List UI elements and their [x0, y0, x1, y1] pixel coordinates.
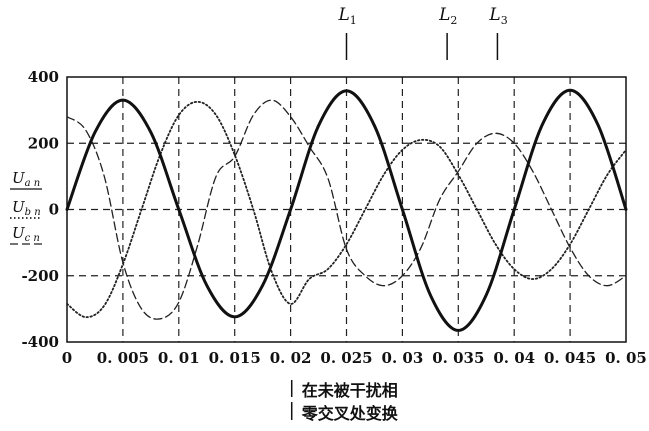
x-axis-ticks: 0 0. 005 0. 01 0. 015 0. 02 0. 025 0. 03 0. 035…	[62, 349, 647, 367]
marker-label: L1	[338, 5, 357, 27]
legend-label: Uc n	[12, 224, 40, 244]
x-tick-label: 0. 04	[493, 349, 535, 367]
x-tick-label: 0. 015	[209, 349, 261, 367]
series-line-u-an	[65, 88, 628, 332]
top-markers: L1 L2 L3	[338, 5, 508, 60]
x-tick-label: 0. 05	[605, 349, 647, 367]
x-tick-label: 0. 045	[544, 349, 596, 367]
legend-label: Ub n	[12, 198, 41, 218]
y-tick-label: -200	[21, 267, 59, 285]
marker-label: L3	[488, 5, 507, 27]
legend: Ua n Ub n Uc n	[10, 169, 42, 245]
x-tick-label: 0. 01	[158, 349, 200, 367]
bottom-note-line1: 在未被干扰相	[302, 381, 398, 400]
x-tick-label: 0. 035	[432, 349, 484, 367]
x-tick-label: 0	[62, 349, 72, 367]
y-tick-label: 200	[28, 134, 59, 152]
legend-label: Ua n	[12, 169, 40, 189]
series-line-u-cn	[66, 99, 627, 320]
x-tick-label: 0. 02	[270, 349, 312, 367]
x-tick-label: 0. 025	[320, 349, 372, 367]
y-tick-label: 400	[28, 68, 59, 86]
y-tick-label: 0	[49, 201, 59, 219]
grid-lines	[67, 77, 626, 342]
y-axis-ticks: 400 200 0 -200 -400	[21, 68, 59, 351]
series-line-u-bn	[66, 100, 627, 319]
y-tick-label: -400	[21, 333, 59, 351]
series-layer	[65, 88, 628, 332]
x-tick-label: 0. 03	[382, 349, 424, 367]
marker-label: L2	[438, 5, 457, 27]
bottom-note-line2: 零交叉处变换	[301, 404, 399, 423]
x-tick-label: 0. 005	[97, 349, 149, 367]
